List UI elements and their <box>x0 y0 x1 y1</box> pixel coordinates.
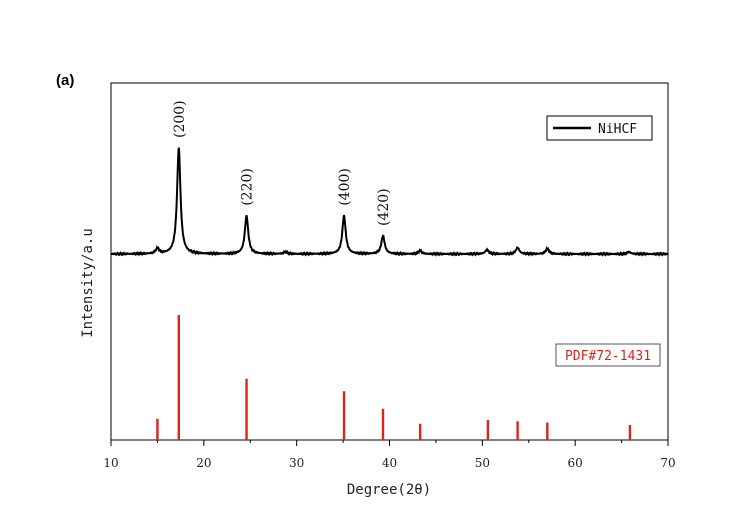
legend: NiHCF <box>546 115 653 141</box>
peak-label: (200) <box>172 100 188 138</box>
x-tick-label: 40 <box>382 456 397 470</box>
x-axis-ticks: 10 20 30 40 50 60 70 <box>103 440 676 470</box>
x-tick-label: 30 <box>289 456 304 470</box>
reference-label-frame <box>555 343 661 367</box>
x-tick-label: 20 <box>196 456 211 470</box>
reference-label: PDF#72-1431 <box>565 349 651 364</box>
peak-label: (400) <box>337 168 353 206</box>
peak-label: (220) <box>240 168 256 206</box>
nihcf-pattern-line <box>110 147 669 257</box>
x-tick-label: 60 <box>568 456 583 470</box>
reference-label-box: PDF#72-1431 <box>555 343 661 367</box>
reference-pattern <box>156 315 632 440</box>
peak-labels: (200) (220) (400) (420) <box>172 100 392 226</box>
legend-label: NiHCF <box>598 122 637 137</box>
y-axis-title: Intensity/a.u <box>80 228 96 338</box>
peak-label: (420) <box>376 188 392 226</box>
x-tick-label: 10 <box>103 456 118 470</box>
x-axis-title: Degree(2θ) <box>347 482 431 498</box>
panel-label: (a) <box>56 72 74 89</box>
x-tick-label: 50 <box>475 456 490 470</box>
x-tick-label: 70 <box>660 456 675 470</box>
